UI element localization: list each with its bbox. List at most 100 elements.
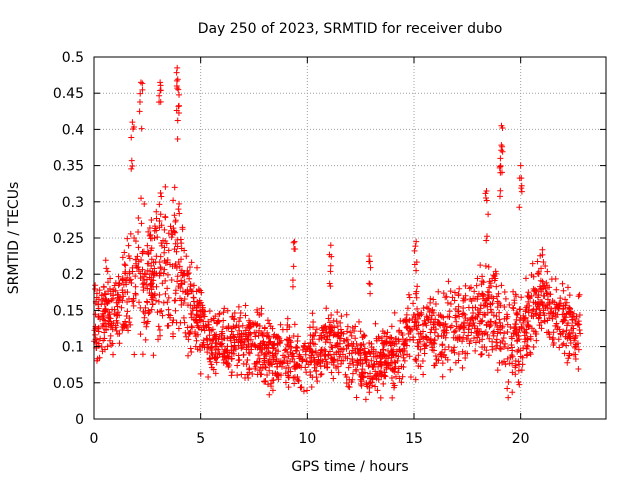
data-point [452,305,459,312]
data-point [438,313,445,320]
data-point [270,342,277,349]
data-point [130,125,137,132]
data-point [525,298,532,305]
data-point [442,320,449,327]
data-point [509,389,516,396]
data-point [452,314,459,321]
data-point [493,336,500,343]
data-point [497,163,504,170]
data-point [529,260,536,267]
data-point [366,380,373,387]
data-point [129,162,136,169]
data-point [184,302,191,309]
data-point [381,369,388,376]
data-point [380,380,387,387]
data-point [178,240,185,247]
data-point [157,87,164,94]
data-point [121,261,128,268]
data-point [325,315,332,322]
data-point [359,360,366,367]
data-point [548,305,555,312]
data-point [517,314,524,321]
data-point [164,285,171,292]
data-point [445,343,452,350]
data-point [560,302,567,309]
data-point [148,286,155,293]
data-point [559,280,566,287]
data-point [344,336,351,343]
data-point [460,310,467,317]
data-point [265,358,272,365]
data-point [112,322,119,329]
data-point [160,299,167,306]
data-point [175,110,182,117]
data-point [135,214,142,221]
data-point [472,339,479,346]
data-point [447,300,454,307]
data-point [121,323,128,330]
data-point [534,270,541,277]
data-point [279,359,286,366]
data-point [245,341,252,348]
data-point [478,318,485,325]
data-point [240,351,247,358]
data-point [173,248,180,255]
data-point [141,270,148,277]
data-point [472,347,479,354]
data-point [216,310,223,317]
data-point [153,215,160,222]
data-point [522,336,529,343]
data-point [288,344,295,351]
peak-point [413,238,420,245]
data-point [105,298,112,305]
data-point [108,297,115,304]
data-point [110,351,117,358]
data-point [223,360,230,367]
data-point [522,275,529,282]
data-point [528,312,535,319]
data-point [107,315,114,322]
data-point [148,217,155,224]
data-point [206,355,213,362]
data-point [95,313,102,320]
data-point [395,336,402,343]
data-point [383,355,390,362]
data-point [200,339,207,346]
data-point [187,345,194,352]
data-point [116,280,123,287]
data-point [331,331,338,338]
data-point [291,380,298,387]
data-point [345,364,352,371]
data-point [302,340,309,347]
data-point [383,338,390,345]
data-point [459,348,466,355]
data-point [475,311,482,318]
data-point [149,301,156,308]
data-point [498,142,505,149]
data-point [389,394,396,401]
data-point [129,298,136,305]
y-tick-label: 0.2 [62,267,84,283]
data-point [96,287,103,294]
data-point [285,374,292,381]
data-point [506,301,513,308]
data-point [569,313,576,320]
data-point [128,134,135,141]
data-point [412,290,419,297]
data-point [238,371,245,378]
data-point [299,358,306,365]
data-point [499,148,506,155]
data-point [415,352,422,359]
data-point [575,365,582,372]
data-point [413,267,420,274]
data-point [540,259,547,266]
data-point [430,339,437,346]
data-point [477,302,484,309]
data-point [496,316,503,323]
data-point [473,282,480,289]
data-point [420,371,427,378]
data-point [468,329,475,336]
data-point [258,305,265,312]
data-point [499,324,506,331]
data-point [334,309,341,316]
